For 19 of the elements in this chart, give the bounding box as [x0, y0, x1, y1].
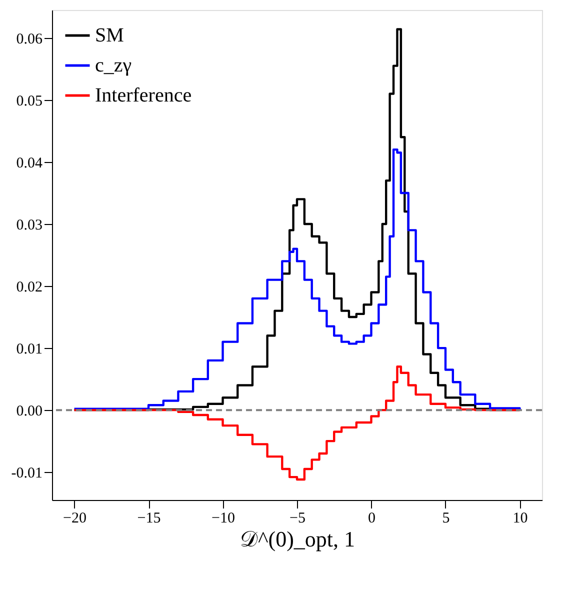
x-tick-label: −5 — [290, 510, 306, 526]
legend-label: Interference — [95, 84, 192, 106]
x-tick-label: −20 — [63, 510, 87, 526]
y-tick-label: 0.06 — [16, 31, 43, 48]
x-tick-label: 5 — [442, 510, 450, 526]
x-tick-label: −15 — [137, 510, 161, 526]
y-tick-label: 0.00 — [16, 404, 42, 420]
y-tick-label: 0.01 — [16, 342, 42, 358]
y-tick-label: 0.05 — [16, 93, 42, 110]
y-tick-label: 0.03 — [16, 217, 42, 234]
legend-label: c_zγ — [95, 54, 132, 76]
legend-label: SM — [95, 24, 124, 46]
x-tick-label: 0 — [368, 510, 376, 526]
y-tick-label: 0.04 — [16, 155, 43, 172]
x-axis-title: 𝒟^(0)_opt, 1 — [240, 526, 356, 552]
y-tick-label: -0.01 — [11, 466, 42, 482]
y-tick-label: 0.02 — [16, 280, 42, 296]
x-tick-label: 10 — [512, 510, 528, 526]
x-tick-label: −10 — [212, 510, 235, 526]
